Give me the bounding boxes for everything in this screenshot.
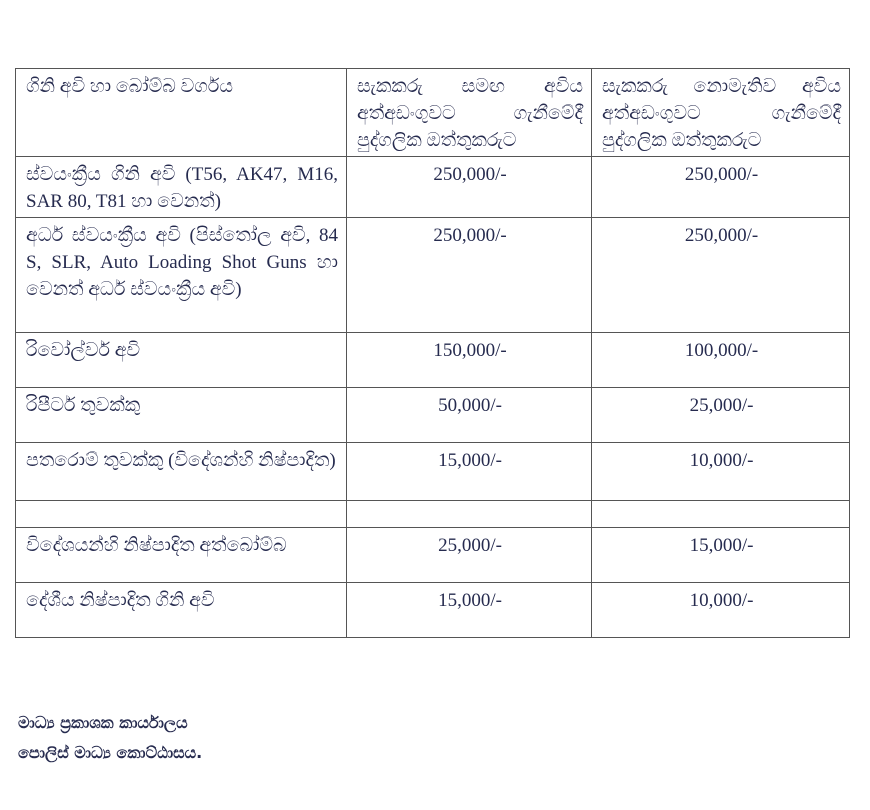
table-row: පතරොම් තුවක්කු (විදේශන්හි නිෂ්පාදිත) 15,… <box>15 442 850 501</box>
reward-with-suspect <box>346 500 592 528</box>
reward-with-suspect: 150,000/- <box>346 332 592 388</box>
header-with-suspect: සැකකරු සමඟ අවිය අත්අඩංගුවට ගැනීමේදී පුද්… <box>346 68 592 157</box>
weapon-type: රිවෝල්වර් අවි <box>15 332 347 388</box>
table-row: ස්වයංක්‍රීය ගිනි අවි (T56, AK47, M16, SA… <box>15 156 850 218</box>
reward-with-suspect: 50,000/- <box>346 387 592 443</box>
table-header-row: ගිනි අවි හා බෝම්බ වර්ගය සැකකරු සමඟ අවිය … <box>15 68 850 157</box>
reward-without-suspect: 10,000/- <box>591 582 850 638</box>
reward-without-suspect <box>591 500 850 528</box>
header-without-suspect: සැකකරු නොමැතිව අවිය අත්අඩංගුවට ගැනීමේදී … <box>591 68 850 157</box>
reward-without-suspect: 25,000/- <box>591 387 850 443</box>
reward-with-suspect: 250,000/- <box>346 217 592 333</box>
reward-without-suspect: 100,000/- <box>591 332 850 388</box>
table-row: දේශීය නිෂ්පාදිත ගිනි අවි 15,000/- 10,000… <box>15 582 850 638</box>
table-row: අර්ධ ස්වයංක්‍රීය අවි (පිස්තෝල අවි, 84 S,… <box>15 217 850 333</box>
reward-without-suspect: 10,000/- <box>591 442 850 501</box>
weapon-type <box>15 500 347 528</box>
reward-with-suspect: 15,000/- <box>346 442 592 501</box>
division-name: පොලිස් මාධ්‍ය කොට්ඨාසය. <box>18 743 203 762</box>
header-weapon-type: ගිනි අවි හා බෝම්බ වර්ගය <box>15 68 347 157</box>
weapon-type: විදේශයන්හි නිෂ්පාදිත අත්බෝම්බ <box>15 527 347 583</box>
office-name: මාධ්‍ය ප්‍රකාශක කාර්යාලය <box>18 713 188 732</box>
weapon-type: දේශීය නිෂ්පාදිත ගිනි අවි <box>15 582 347 638</box>
table-row-empty <box>15 500 850 528</box>
signature-block: මාධ්‍ය ප්‍රකාශක කාර්යාලය පොලිස් මාධ්‍ය ක… <box>18 708 202 768</box>
weapon-type: ස්වයංක්‍රීය ගිනි අවි (T56, AK47, M16, SA… <box>15 156 347 218</box>
reward-without-suspect: 250,000/- <box>591 156 850 218</box>
table-row: රිවෝල්වර් අවි 150,000/- 100,000/- <box>15 332 850 388</box>
reward-table: ගිනි අවි හා බෝම්බ වර්ගය සැකකරු සමඟ අවිය … <box>15 68 850 638</box>
reward-with-suspect: 25,000/- <box>346 527 592 583</box>
reward-with-suspect: 15,000/- <box>346 582 592 638</box>
reward-without-suspect: 15,000/- <box>591 527 850 583</box>
weapon-type: පතරොම් තුවක්කු (විදේශන්හි නිෂ්පාදිත) <box>15 442 347 501</box>
reward-without-suspect: 250,000/- <box>591 217 850 333</box>
table-row: විදේශයන්හි නිෂ්පාදිත අත්බෝම්බ 25,000/- 1… <box>15 527 850 583</box>
table-row: රිපීටර් තුවක්කු 50,000/- 25,000/- <box>15 387 850 443</box>
weapon-type: අර්ධ ස්වයංක්‍රීය අවි (පිස්තෝල අවි, 84 S,… <box>15 217 347 333</box>
weapon-type: රිපීටර් තුවක්කු <box>15 387 347 443</box>
reward-with-suspect: 250,000/- <box>346 156 592 218</box>
